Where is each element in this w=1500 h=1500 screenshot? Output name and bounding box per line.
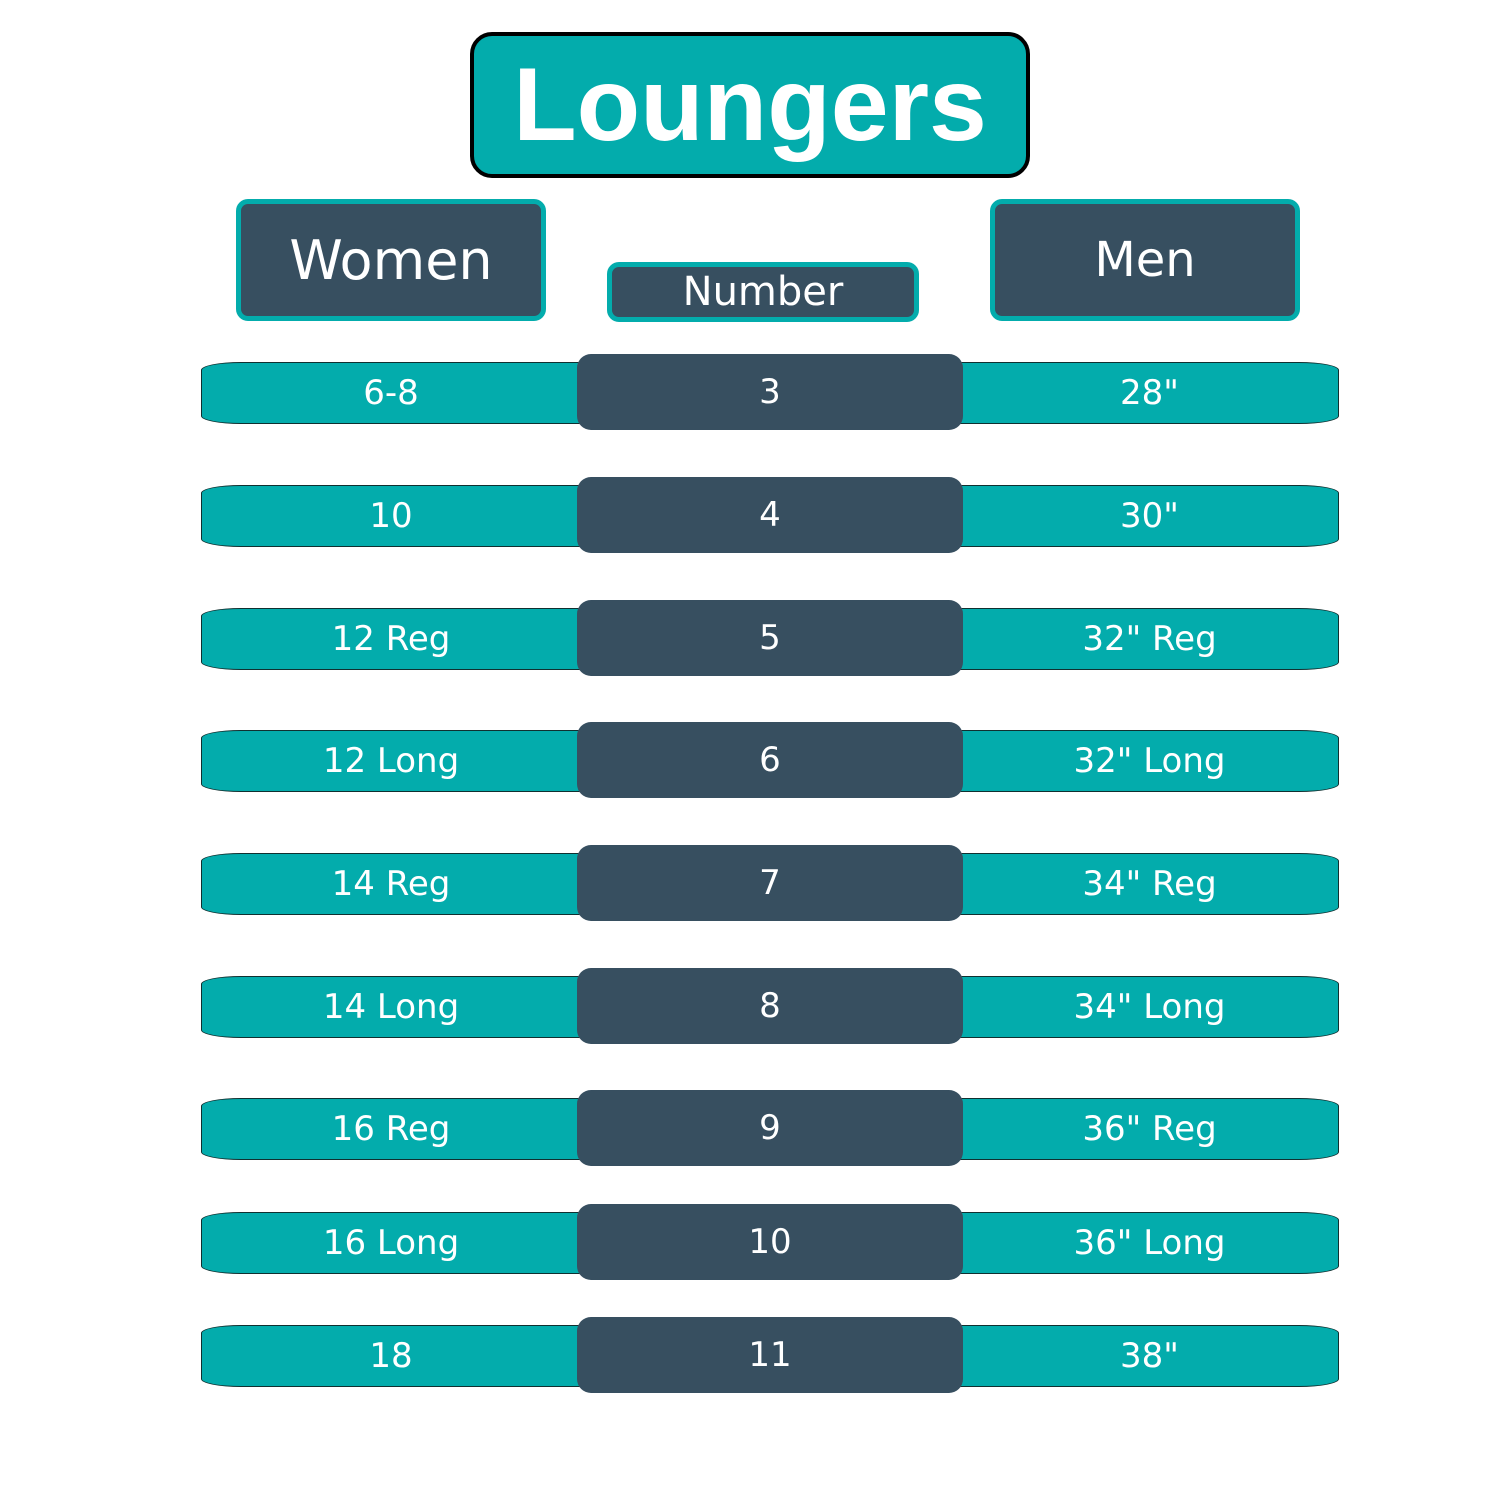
header-women: Women	[236, 199, 546, 321]
size-row: 18 38" 11	[0, 1317, 1500, 1397]
men-size: 36" Reg	[920, 1098, 1339, 1160]
size-number: 5	[577, 600, 963, 676]
size-number: 6	[577, 722, 963, 798]
size-row: 10 30" 4	[0, 477, 1500, 557]
men-size: 32" Long	[920, 730, 1339, 792]
men-size: 36" Long	[920, 1212, 1339, 1274]
women-size: 16 Reg	[201, 1098, 621, 1160]
men-size: 34" Long	[920, 976, 1339, 1038]
women-size: 6-8	[201, 362, 621, 424]
size-number: 4	[577, 477, 963, 553]
men-size: 28"	[920, 362, 1339, 424]
women-size: 18	[201, 1325, 621, 1387]
size-row: 6-8 28" 3	[0, 354, 1500, 434]
header-men: Men	[990, 199, 1300, 321]
chart-title: Loungers	[470, 32, 1030, 178]
size-number: 7	[577, 845, 963, 921]
size-row: 14 Reg 34" Reg 7	[0, 845, 1500, 925]
size-number: 10	[577, 1204, 963, 1280]
size-row: 12 Long 32" Long 6	[0, 722, 1500, 802]
size-row: 14 Long 34" Long 8	[0, 968, 1500, 1048]
men-size: 38"	[920, 1325, 1339, 1387]
men-size: 30"	[920, 485, 1339, 547]
size-row: 12 Reg 32" Reg 5	[0, 600, 1500, 680]
women-size: 12 Long	[201, 730, 621, 792]
size-number: 11	[577, 1317, 963, 1393]
women-size: 14 Reg	[201, 853, 621, 915]
size-number: 3	[577, 354, 963, 430]
men-size: 34" Reg	[920, 853, 1339, 915]
size-number: 9	[577, 1090, 963, 1166]
header-number: Number	[607, 262, 919, 322]
women-size: 10	[201, 485, 621, 547]
men-size: 32" Reg	[920, 608, 1339, 670]
size-number: 8	[577, 968, 963, 1044]
size-row: 16 Reg 36" Reg 9	[0, 1090, 1500, 1170]
size-row: 16 Long 36" Long 10	[0, 1204, 1500, 1284]
women-size: 12 Reg	[201, 608, 621, 670]
women-size: 14 Long	[201, 976, 621, 1038]
women-size: 16 Long	[201, 1212, 621, 1274]
